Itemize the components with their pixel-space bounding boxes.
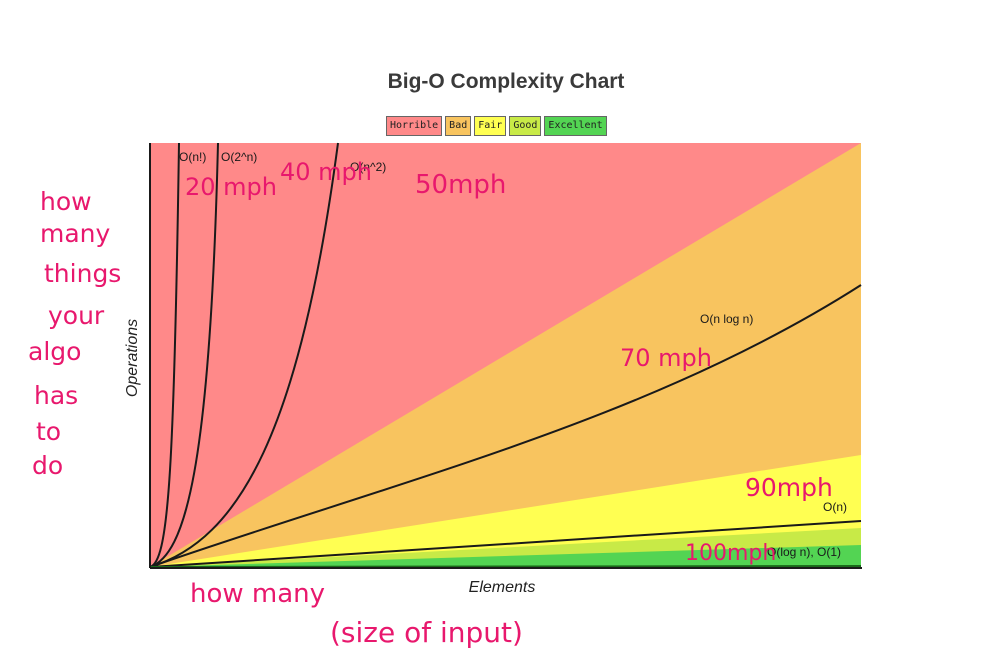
curve-linear <box>149 520 862 568</box>
legend-fair: Fair <box>474 116 507 136</box>
note-y-line-6: has <box>34 381 78 410</box>
label-quadratic: O(n^2) <box>350 160 386 174</box>
axes <box>149 143 862 569</box>
note-y-line-3: things <box>44 259 121 288</box>
chart-legend: Horrible Bad Fair Good Excellent <box>386 116 607 136</box>
note-y-line-2: many <box>40 219 111 248</box>
speed-exponential: 40 mph <box>280 158 372 186</box>
label-exponential: O(2^n) <box>221 150 257 164</box>
curve-nlogn <box>149 284 862 568</box>
chart-title: Big-O Complexity Chart <box>387 70 625 93</box>
legend-bad: Bad <box>445 116 472 136</box>
x-axis-label: Elements <box>469 579 536 596</box>
note-y-line-8: do <box>32 451 63 480</box>
zone-bad <box>150 143 861 567</box>
complexity-zones <box>150 143 861 567</box>
speed-quadratic: 50mph <box>415 170 506 200</box>
note-y-line-7: to <box>36 417 61 446</box>
handwritten-annotations: how many things your algo has to do how … <box>28 158 833 649</box>
curve-log-const <box>149 565 862 568</box>
speed-log-const: 100mph <box>685 541 776 566</box>
curve-exponential <box>149 142 219 568</box>
speed-linear: 90mph <box>745 473 833 502</box>
legend-good: Good <box>509 116 542 136</box>
curve-factorial <box>149 142 180 568</box>
label-linear: O(n) <box>823 500 847 514</box>
label-factorial: O(n!) <box>179 150 206 164</box>
curve-quadratic <box>149 142 339 568</box>
speed-factorial: 20 mph <box>185 173 277 201</box>
zone-excellent <box>150 545 861 567</box>
label-log-const: O(log n), O(1) <box>767 545 841 559</box>
note-x-line-1: how many <box>190 579 325 609</box>
legend-horrible: Horrible <box>386 116 443 136</box>
note-y-line-5: algo <box>28 337 81 366</box>
note-y-line-4: your <box>48 301 105 330</box>
y-axis-label: Operations <box>124 319 141 397</box>
speed-nlogn: 70 mph <box>620 344 712 372</box>
note-x-line-2: (size of input) <box>330 616 523 649</box>
complexity-curves <box>149 142 862 568</box>
note-y-line-1: how <box>40 187 92 216</box>
legend-excellent: Excellent <box>544 116 607 136</box>
label-nlogn: O(n log n) <box>700 312 753 326</box>
